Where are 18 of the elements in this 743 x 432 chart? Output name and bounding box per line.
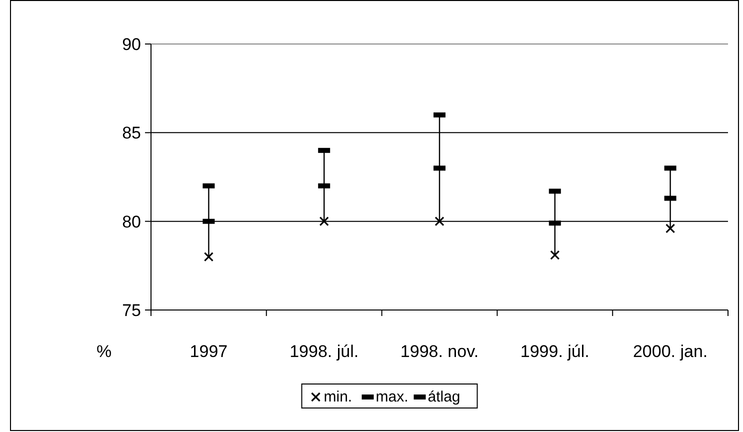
y-tick-label: 90 [122, 34, 141, 54]
point [319, 216, 329, 226]
legend-label: max. [376, 388, 408, 406]
x-tick-label: 1998. júl. [290, 342, 359, 361]
point [434, 216, 444, 226]
x-tick-label: 1997 [190, 342, 228, 361]
point [550, 250, 560, 260]
y-axis-title: % [96, 342, 112, 361]
y-tick-label: 85 [122, 124, 141, 143]
point [666, 224, 676, 234]
x-tick-label: 1998. nov. [400, 342, 479, 361]
y-tick-label: 80 [122, 212, 141, 232]
x-tick-label: 2000. jan. [632, 342, 708, 361]
x-tick-label: 1999. júl. [520, 342, 590, 361]
legend-label: min. [324, 388, 352, 406]
legend-label: átlag [428, 388, 460, 406]
point [204, 252, 214, 262]
y-tick-label: 75 [122, 300, 141, 320]
